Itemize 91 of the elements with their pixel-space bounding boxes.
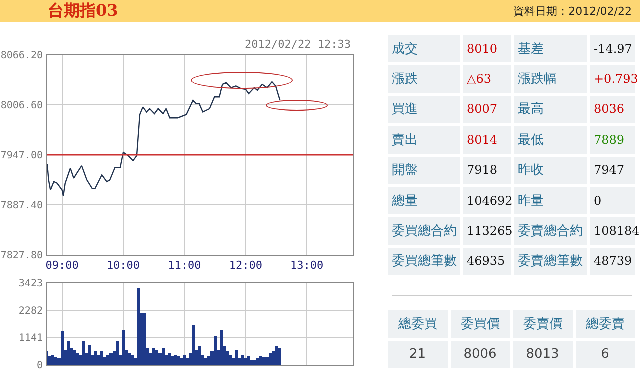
bar xyxy=(152,348,156,365)
text: 昨量 xyxy=(514,186,587,214)
text: 委賣價 xyxy=(513,310,572,338)
text: 8010 xyxy=(463,35,511,62)
bar xyxy=(156,350,159,365)
text: 8036 xyxy=(590,96,635,124)
y-tick-label: 7947.00 xyxy=(0,150,43,162)
y-tick-label: 7887.40 xyxy=(0,200,43,212)
y-tick-label: 0 xyxy=(36,360,43,372)
x-tick-label: 13:00 xyxy=(290,259,324,272)
text: 113265 xyxy=(463,217,513,245)
text: 漲跌幅 xyxy=(514,65,587,93)
bar xyxy=(116,342,119,365)
text: 0 xyxy=(590,186,635,214)
text: 7889 xyxy=(590,126,635,154)
bar xyxy=(143,313,146,365)
text: 108184 xyxy=(593,222,640,240)
y-tick-label: 2282 xyxy=(18,306,43,317)
x-tick-label: 11:00 xyxy=(168,259,202,272)
text: 漲跌 xyxy=(388,65,460,93)
text: 開盤 xyxy=(388,156,460,184)
text: 委買總筆數 xyxy=(388,248,460,275)
text: 最低 xyxy=(514,126,587,154)
bar xyxy=(235,350,238,365)
bar xyxy=(73,350,76,365)
bar xyxy=(278,348,282,365)
text: 104692 xyxy=(463,186,513,214)
text: 8006 xyxy=(450,340,510,368)
text: 46935 xyxy=(463,248,511,275)
bar xyxy=(131,354,134,365)
text: 昨收 xyxy=(514,156,587,184)
bar xyxy=(268,353,272,365)
y-tick-label: 1141 xyxy=(18,333,43,344)
bar xyxy=(137,288,140,365)
text: 委賣總筆數 xyxy=(514,248,587,275)
x-tick-label: 10:00 xyxy=(106,259,140,272)
text: 2012/02/22 12:33 xyxy=(245,38,351,51)
bar xyxy=(198,346,202,365)
bar xyxy=(54,357,58,365)
bar xyxy=(106,354,110,365)
y-tick-label: 7827.80 xyxy=(0,250,43,262)
text: 8013 xyxy=(513,340,572,368)
bar xyxy=(177,356,180,365)
bar xyxy=(122,330,126,365)
text: △63 xyxy=(463,65,511,93)
x-tick-label: 12:00 xyxy=(229,259,262,272)
text: 成交 xyxy=(388,35,460,62)
text: 6 xyxy=(576,340,635,368)
text: 委買總合約 xyxy=(388,217,460,245)
text: 7918 xyxy=(463,156,511,184)
bar xyxy=(60,331,64,365)
bar xyxy=(250,360,254,365)
text: 最高 xyxy=(514,96,587,124)
text: +0.793 xyxy=(593,71,638,88)
text: 8007 xyxy=(463,96,511,124)
bar xyxy=(214,336,217,365)
text: 委賣總合約 xyxy=(514,217,587,245)
text: 總委賣 xyxy=(576,310,635,338)
bar xyxy=(241,354,244,365)
text: 基差 xyxy=(514,35,587,62)
bar xyxy=(88,344,92,365)
text: 48739 xyxy=(590,248,635,275)
x-tick-label: 09:00 xyxy=(46,259,79,272)
bar xyxy=(256,358,260,365)
y-tick-label: 3423 xyxy=(18,278,43,290)
bar xyxy=(76,353,80,365)
y-tick-label: 8006.60 xyxy=(0,100,43,112)
text: 委買價 xyxy=(450,310,510,338)
text: 買進 xyxy=(388,96,460,124)
text: 總量 xyxy=(388,186,460,214)
y-tick-label: 8066.20 xyxy=(0,50,43,62)
text: 7947 xyxy=(590,156,635,184)
bar xyxy=(47,352,49,365)
text: 總委買 xyxy=(388,310,448,338)
text: -14.97 xyxy=(590,35,635,62)
text: 台期指03 xyxy=(48,1,118,22)
text: 賣出 xyxy=(388,126,460,154)
bar xyxy=(100,352,104,365)
bar xyxy=(247,356,250,365)
bar xyxy=(220,330,223,365)
text: 21 xyxy=(388,340,448,368)
text: 資料日期：2012/02/22 xyxy=(514,4,632,19)
bar xyxy=(82,342,86,365)
line-series xyxy=(47,81,281,197)
text: 8014 xyxy=(463,126,511,154)
bar xyxy=(128,353,132,365)
bar xyxy=(66,342,70,365)
bar xyxy=(229,354,232,365)
bar xyxy=(162,348,165,365)
bar xyxy=(192,324,196,365)
bar xyxy=(183,354,186,365)
